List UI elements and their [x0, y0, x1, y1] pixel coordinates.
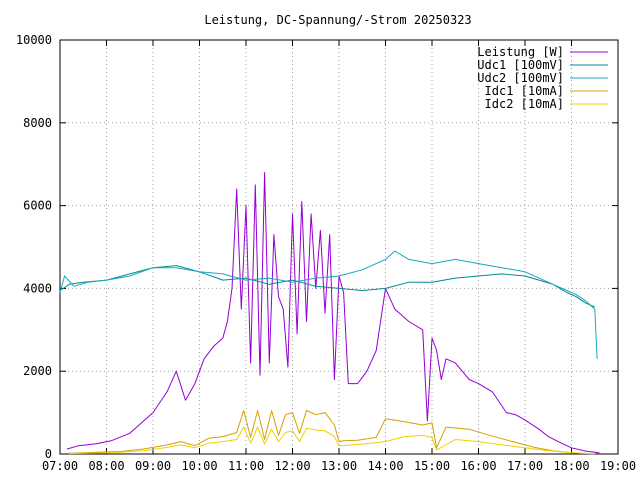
series-group — [59, 172, 600, 455]
y-tick-label: 2000 — [23, 364, 52, 378]
legend-label: Idc1 [10mA] — [485, 84, 564, 98]
grid — [60, 40, 618, 454]
legend: Leistung [W]Udc1 [100mV]Udc2 [100mV]Idc1… — [477, 45, 608, 111]
x-tick-label: 15:00 — [414, 459, 450, 473]
x-tick-label: 09:00 — [135, 459, 171, 473]
series-line-1 — [66, 172, 600, 454]
x-tick-label: 10:00 — [181, 459, 217, 473]
x-tick-label: 11:00 — [228, 459, 264, 473]
y-tick-label: 4000 — [23, 281, 52, 295]
y-tick-label: 0 — [45, 447, 52, 461]
legend-label: Udc1 [100mV] — [477, 58, 564, 72]
x-tick-label: 08:00 — [88, 459, 124, 473]
series-line-5 — [69, 426, 595, 455]
legend-label: Leistung [W] — [477, 45, 564, 59]
y-tick-label: 10000 — [16, 33, 52, 47]
x-tick-label: 14:00 — [367, 459, 403, 473]
x-tick-label: 18:00 — [553, 459, 589, 473]
x-tick-label: 17:00 — [507, 459, 543, 473]
series-line-3 — [59, 250, 598, 359]
x-axis: 07:00 08:00 09:00 10:00 11:00 12:00 13:00 14:00… — [42, 40, 636, 473]
y-axis: 0 2000 4000 6000 8000 10000 — [16, 33, 618, 461]
legend-label: Udc2 [100mV] — [477, 71, 564, 85]
chart-title: Leistung, DC-Spannung/-Strom 20250323 — [204, 13, 471, 27]
series-line-2 — [59, 265, 596, 308]
x-tick-label: 19:00 — [600, 459, 636, 473]
x-tick-label: 13:00 — [321, 459, 357, 473]
x-tick-label: 12:00 — [274, 459, 310, 473]
x-tick-label: 07:00 — [42, 459, 78, 473]
y-tick-label: 6000 — [23, 199, 52, 213]
series-line-4 — [69, 410, 591, 455]
y-tick-label: 8000 — [23, 116, 52, 130]
x-tick-label: 16:00 — [460, 459, 496, 473]
legend-label: Idc2 [10mA] — [485, 97, 564, 111]
